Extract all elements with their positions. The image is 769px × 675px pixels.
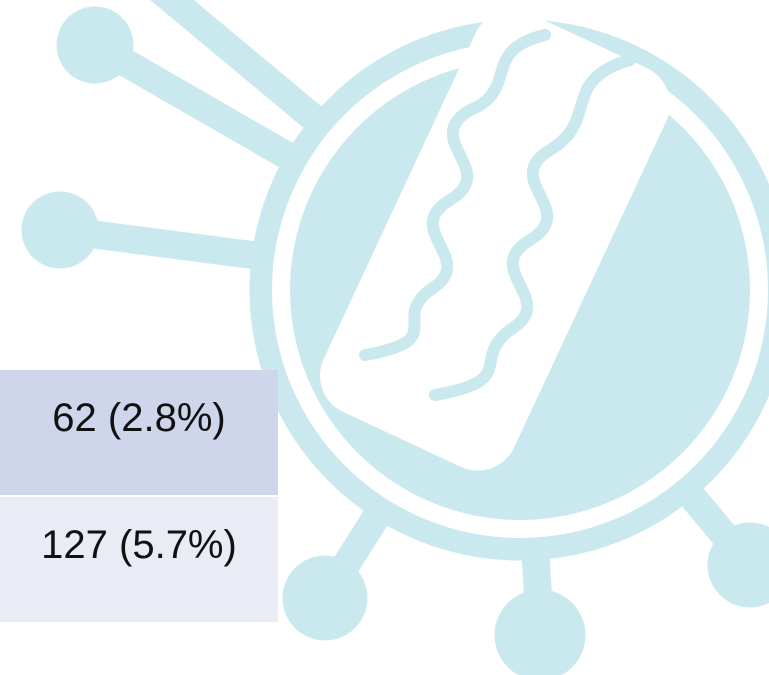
page: {"table": {"rows": [["62 (2.8%)"], ["127…	[0, 0, 769, 675]
table-cell: 62 (2.8%)	[0, 370, 278, 495]
table-cell: 127 (5.7%)	[0, 497, 278, 622]
